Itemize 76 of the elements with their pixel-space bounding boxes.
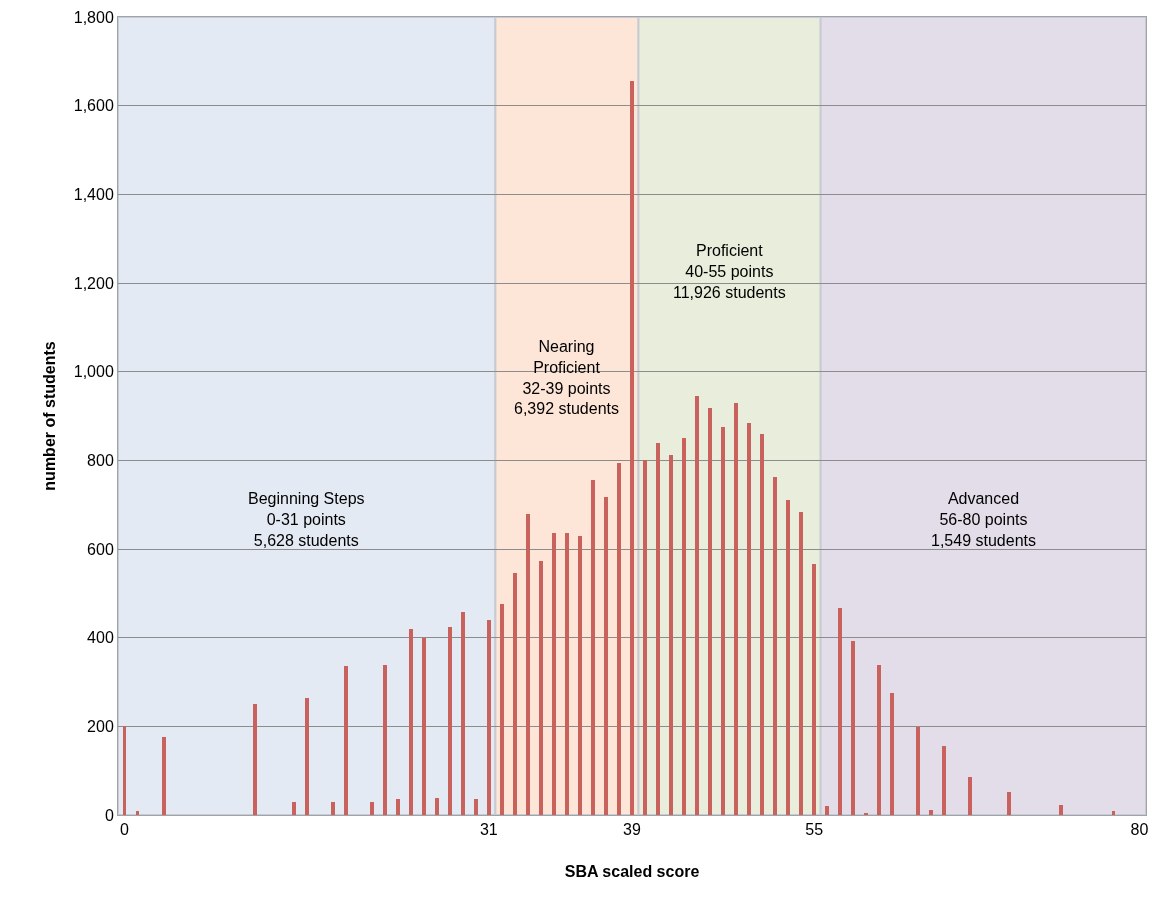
bar [578, 536, 582, 815]
y-tick-label: 1,800 [73, 8, 114, 26]
bar [695, 396, 699, 815]
y-tick-label: 1,400 [73, 185, 114, 203]
y-tick-label: 1,200 [73, 274, 114, 292]
bar [773, 477, 777, 815]
bar [435, 798, 439, 815]
y-tick-label: 800 [87, 451, 114, 469]
bar [591, 480, 595, 815]
x-tick-label: 55 [805, 821, 824, 839]
y-axis-title: number of students [40, 341, 58, 491]
bar [929, 810, 933, 815]
band-label: Advanced 56-80 points 1,549 students [931, 490, 1036, 549]
bar [825, 806, 829, 815]
bar [747, 423, 751, 815]
bar [734, 403, 738, 815]
bar [643, 460, 647, 815]
bar [370, 802, 374, 815]
bar [409, 629, 413, 815]
bar [708, 408, 712, 815]
bar [630, 81, 634, 815]
bar [877, 665, 881, 815]
band-label: Proficient 40-55 points 11,926 students [673, 242, 786, 301]
y-tick-label: 0 [104, 806, 114, 824]
bar [942, 746, 946, 815]
y-tick-label: 1,000 [73, 363, 114, 381]
bar [838, 608, 842, 815]
bar [344, 666, 348, 815]
band-label: Beginning Steps 0-31 points 5,628 students [248, 490, 365, 549]
bar [786, 500, 790, 815]
bar [617, 463, 621, 815]
bar [669, 455, 673, 815]
x-tick-label: 31 [479, 821, 498, 839]
y-tick-label: 1,600 [73, 97, 114, 115]
bar [422, 638, 426, 815]
bar [526, 514, 530, 815]
bar [812, 564, 816, 815]
bar [604, 497, 608, 815]
x-tick-label: 0 [120, 821, 130, 839]
bar [383, 665, 387, 815]
bar [656, 443, 660, 815]
bar [1112, 811, 1115, 815]
bar [253, 704, 257, 815]
y-tick-label: 400 [87, 629, 114, 647]
bar [890, 693, 894, 815]
x-tick-label: 80 [1130, 821, 1149, 839]
bar [500, 604, 504, 815]
bar [136, 811, 139, 815]
bar [513, 573, 517, 815]
bar [474, 799, 478, 815]
bar [851, 641, 855, 815]
bar [1007, 792, 1011, 815]
bar [487, 620, 491, 815]
bar [539, 561, 543, 815]
bar [396, 799, 400, 815]
band-label: Nearing Proficient 32-39 points 6,392 students [514, 338, 619, 418]
y-tick-label: 200 [87, 717, 114, 735]
bar [799, 512, 803, 815]
bar [682, 438, 686, 815]
bar [448, 627, 452, 815]
bar [760, 434, 764, 815]
bar [292, 802, 296, 815]
bar [552, 533, 556, 815]
bar [305, 698, 309, 815]
bar [162, 737, 166, 815]
bar [721, 427, 725, 815]
x-tick-label: 39 [623, 821, 641, 839]
bar [1059, 805, 1063, 815]
x-axis-title: SBA scaled score [564, 862, 700, 880]
bar [331, 802, 335, 815]
y-tick-label: 600 [87, 540, 114, 558]
bar [461, 612, 465, 815]
bar [916, 727, 920, 815]
bar [123, 726, 126, 815]
bar [565, 533, 569, 815]
bar [968, 777, 972, 815]
